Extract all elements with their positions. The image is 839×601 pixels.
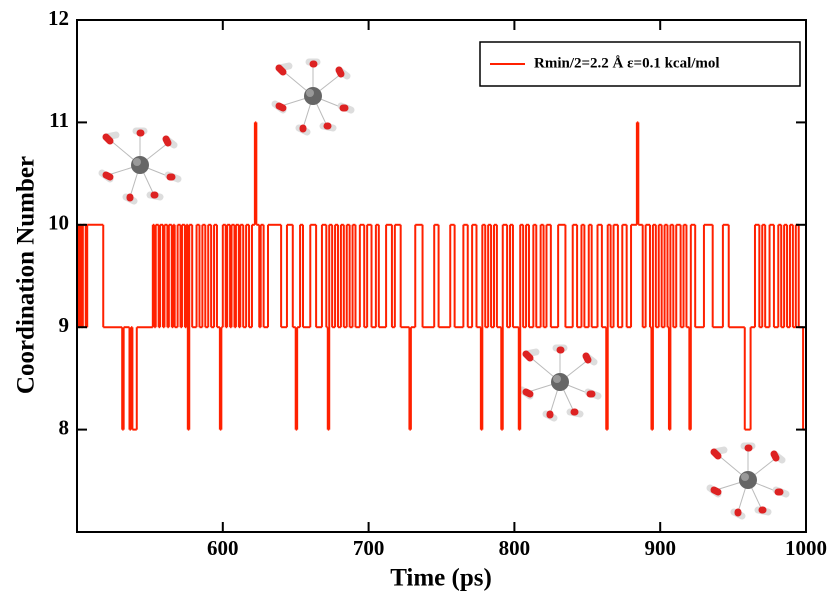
x-tick-label: 800 (499, 536, 531, 560)
x-axis-title: Time (ps) (390, 565, 492, 592)
y-tick-label: 12 (48, 6, 69, 30)
y-axis-title: Coordination Number (13, 156, 40, 394)
molecule-image (522, 348, 598, 418)
x-tick-label: 1000 (785, 536, 827, 560)
molecule-image (275, 62, 351, 132)
plot-frame (76, 19, 807, 533)
series-line (77, 121, 806, 431)
molecule-image (102, 131, 178, 201)
x-tick-label: 600 (207, 536, 239, 560)
legend-label: Rmin/2=2.2 Å ε=0.1 kcal/mol (534, 55, 720, 71)
x-tick-label: 700 (353, 536, 385, 560)
molecule-image (710, 446, 786, 516)
legend-box (479, 41, 801, 87)
y-tick-label: 9 (59, 313, 70, 337)
y-tick-label: 8 (59, 415, 70, 439)
y-tick-label: 10 (48, 211, 69, 235)
x-tick-label: 900 (644, 536, 676, 560)
y-tick-label: 11 (49, 108, 69, 132)
